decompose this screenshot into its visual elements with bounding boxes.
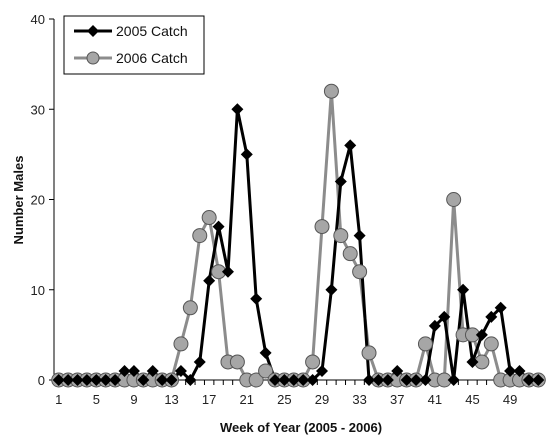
data-point-2006 — [201, 210, 217, 226]
data-point-2005 — [99, 374, 112, 386]
data-point-2005 — [287, 374, 300, 386]
data-point-2006 — [352, 264, 368, 280]
data-point-2005 — [146, 364, 159, 377]
x-tick-label: 25 — [277, 392, 291, 407]
y-tick-label: 20 — [31, 193, 45, 208]
x-tick-label: 29 — [315, 392, 329, 407]
data-point-2005 — [316, 364, 329, 377]
data-point-2005 — [428, 319, 441, 332]
data-point-2005 — [400, 374, 413, 386]
data-point-2005 — [90, 374, 103, 386]
data-point-2005 — [203, 274, 216, 287]
data-point-2005 — [250, 292, 263, 305]
data-point-2005 — [504, 364, 517, 377]
x-tick-label: 49 — [503, 392, 517, 407]
data-point-2005 — [137, 374, 150, 386]
data-point-2005 — [457, 283, 470, 296]
data-point-2005 — [438, 310, 451, 323]
data-point-2005 — [193, 355, 206, 368]
x-tick-label: 5 — [93, 392, 100, 407]
data-point-2005 — [127, 364, 140, 377]
data-point-2006 — [333, 228, 349, 244]
data-point-2005 — [344, 139, 357, 152]
data-point-2006 — [182, 300, 198, 316]
data-point-2005 — [240, 148, 253, 161]
data-point-2005 — [522, 374, 535, 386]
data-point-2005 — [447, 374, 460, 386]
x-axis-title: Week of Year (2005 - 2006) — [220, 420, 382, 435]
data-point-2005 — [118, 364, 131, 377]
data-point-2005 — [466, 355, 479, 368]
data-point-2006 — [342, 246, 358, 262]
data-point-2005 — [410, 374, 423, 386]
data-point-2005 — [494, 301, 507, 314]
y-tick-label: 40 — [31, 12, 45, 27]
data-point-2006 — [483, 336, 499, 352]
data-point-2005 — [334, 175, 347, 188]
x-tick-label: 37 — [390, 392, 404, 407]
data-point-2005 — [485, 310, 498, 323]
data-point-2005 — [221, 265, 234, 278]
y-tick-label: 30 — [31, 102, 45, 117]
data-point-2005 — [475, 328, 488, 341]
y-tick-label: 10 — [31, 283, 45, 298]
legend-label-2005: 2005 Catch — [116, 23, 188, 39]
data-point-2005 — [278, 374, 291, 386]
data-point-2006 — [361, 345, 377, 361]
data-point-2006 — [305, 354, 321, 370]
x-tick-label: 21 — [240, 392, 254, 407]
circle-marker-icon — [86, 51, 100, 65]
legend-label-2006: 2006 Catch — [116, 50, 188, 66]
data-point-2005 — [184, 374, 197, 386]
data-point-2005 — [156, 374, 169, 386]
y-axis-title: Number Males — [11, 156, 26, 245]
x-tick-label: 13 — [164, 392, 178, 407]
legend: 2005 Catch 2006 Catch — [63, 15, 205, 75]
data-point-2006 — [446, 192, 462, 207]
data-point-2006 — [192, 228, 208, 244]
data-point-2005 — [212, 220, 225, 233]
data-point-2005 — [71, 374, 84, 386]
data-point-2005 — [297, 374, 310, 386]
data-point-2005 — [391, 364, 404, 377]
data-point-2005 — [325, 283, 338, 296]
data-point-2005 — [419, 374, 432, 386]
data-point-2005 — [381, 374, 394, 386]
x-tick-label: 1 — [55, 392, 62, 407]
data-point-2005 — [353, 229, 366, 242]
data-point-2005 — [231, 103, 244, 116]
data-point-2005 — [52, 374, 65, 386]
x-tick-label: 9 — [130, 392, 137, 407]
data-point-2006 — [314, 219, 330, 235]
data-point-2006 — [248, 372, 264, 388]
data-point-2005 — [259, 346, 272, 359]
data-point-2006 — [173, 336, 189, 352]
x-tick-label: 41 — [428, 392, 442, 407]
data-point-2005 — [372, 374, 385, 386]
legend-box — [63, 15, 205, 75]
x-tick-label: 33 — [352, 392, 366, 407]
data-point-2006 — [323, 83, 339, 99]
x-tick-label: 17 — [202, 392, 216, 407]
x-tick-label: 45 — [465, 392, 479, 407]
data-point-2006 — [229, 354, 245, 370]
data-point-2005 — [513, 364, 526, 377]
data-point-2005 — [62, 374, 75, 386]
data-point-2005 — [363, 374, 376, 386]
y-axis: 0 10 20 30 40 — [31, 12, 54, 388]
series-points — [51, 83, 546, 388]
data-point-2005 — [80, 374, 93, 386]
data-point-2006 — [417, 336, 433, 352]
y-tick-label: 0 — [38, 373, 45, 388]
data-point-2006 — [258, 363, 274, 379]
data-point-2005 — [268, 374, 281, 386]
data-point-2005 — [165, 374, 178, 386]
diamond-marker-icon — [87, 25, 99, 37]
data-point-2005 — [109, 374, 122, 386]
data-point-2005 — [174, 364, 187, 377]
data-point-2005 — [306, 374, 319, 386]
data-point-2005 — [532, 374, 545, 386]
